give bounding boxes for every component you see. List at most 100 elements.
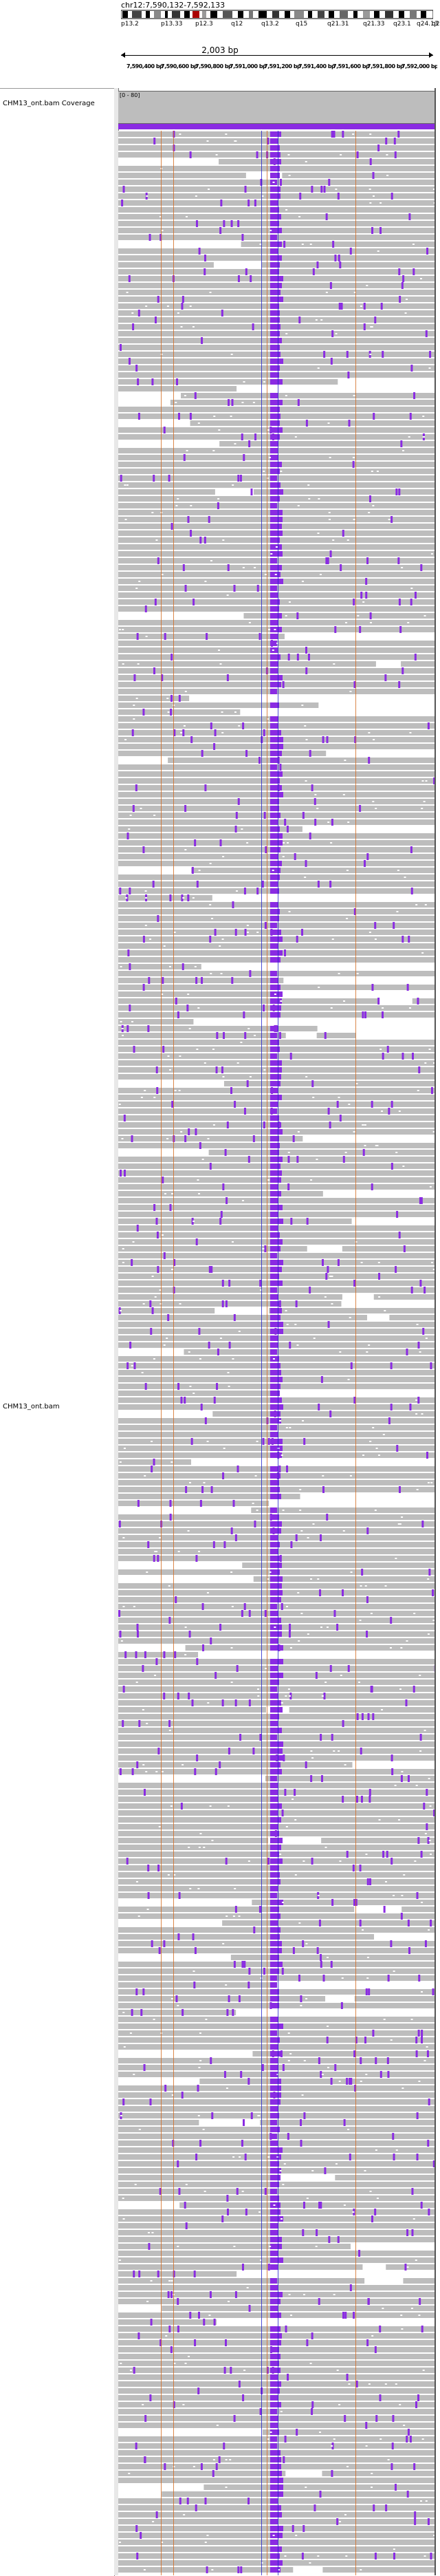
insertion-mark <box>270 530 283 536</box>
insertion-mark <box>169 1204 171 1211</box>
deletion-mark <box>169 1069 171 1071</box>
deletion-mark <box>337 2370 339 2371</box>
deletion-mark <box>368 1344 370 1346</box>
insertion-mark <box>402 275 404 282</box>
insertion-mark <box>135 2525 138 2532</box>
insertion-mark <box>341 303 343 310</box>
insertion-mark <box>371 1686 373 1693</box>
deletion-mark <box>166 1138 168 1139</box>
insertion-mark <box>357 1713 359 1720</box>
deletion-mark <box>177 498 179 500</box>
insertion-mark <box>121 200 123 206</box>
insertion-mark <box>270 634 278 639</box>
insertion-mark <box>370 158 372 165</box>
insertion-mark <box>272 433 274 440</box>
insertion-mark <box>270 1962 283 1967</box>
insertion-mark <box>135 365 138 372</box>
deletion-mark <box>119 2542 121 2543</box>
insertion-mark <box>270 2333 282 2339</box>
insertion-mark <box>239 1995 241 2002</box>
alignment-track-name[interactable]: CHM13_ont.bam <box>3 1403 60 1410</box>
insertion-mark <box>419 1280 421 1287</box>
deletion-mark <box>300 2005 302 2006</box>
insertion-mark <box>270 758 278 763</box>
deletion-mark <box>154 1551 156 1552</box>
coverage-track[interactable]: [0 - 80] <box>118 91 434 124</box>
insertion-mark <box>149 1300 151 1307</box>
insertion-mark <box>270 2085 281 2091</box>
insertion-mark <box>320 1954 322 1961</box>
deletion-mark <box>385 2383 387 2385</box>
deletion-mark <box>233 1915 235 1917</box>
insertion-mark <box>270 186 280 192</box>
insertion-mark <box>270 1728 282 1733</box>
insertion-mark <box>301 929 303 936</box>
read <box>118 991 279 997</box>
insertion-mark <box>271 640 273 647</box>
deletion-mark <box>250 1076 252 1077</box>
insertion-mark <box>270 751 282 756</box>
coverage-range-label: [0 - 80] <box>120 92 140 98</box>
insertion-mark <box>270 2237 282 2242</box>
insertion-mark <box>245 929 247 936</box>
insertion-mark <box>222 1699 224 1706</box>
insertion-mark <box>142 1988 144 1995</box>
insertion-mark <box>430 2553 432 2559</box>
deletion-mark <box>326 292 328 293</box>
insertion-mark <box>270 2457 281 2462</box>
insertion-mark <box>270 675 283 680</box>
insertion-mark <box>129 358 131 365</box>
insertion-mark <box>263 1005 265 1011</box>
deletion-mark <box>204 581 206 582</box>
insertion-mark <box>331 2470 333 2477</box>
chromosome-ideogram[interactable] <box>121 10 433 19</box>
read <box>162 2306 434 2311</box>
insertion-mark <box>363 1149 365 1156</box>
insertion-mark <box>197 2085 199 2092</box>
coverage-track-name[interactable]: CHM13_ont.bam Coverage <box>3 100 95 107</box>
read <box>204 2484 434 2490</box>
deletion-mark <box>339 1860 341 1862</box>
deletion-mark <box>310 2363 312 2364</box>
deletion-mark <box>367 1957 369 1958</box>
deletion-mark <box>373 195 375 197</box>
deletion-mark <box>297 1344 299 1346</box>
insertion-mark <box>296 1156 298 1163</box>
deletion-mark <box>344 2204 346 2206</box>
insertion-mark <box>270 2498 278 2504</box>
insertion-mark <box>270 324 280 330</box>
deletion-mark <box>307 2198 309 2199</box>
insertion-mark <box>179 2498 182 2504</box>
deletion-mark <box>430 1805 432 1807</box>
deletion-mark <box>285 1695 287 1697</box>
insertion-mark <box>368 1988 370 1995</box>
insertion-mark <box>249 1699 251 1706</box>
deletion-mark <box>122 1028 124 1029</box>
deletion-mark <box>407 2266 409 2268</box>
insertion-mark <box>196 1658 198 1665</box>
deletion-mark <box>396 911 398 912</box>
insertion-mark <box>270 1342 278 1348</box>
insertion-mark <box>124 1170 126 1177</box>
insertion-mark <box>241 2140 243 2147</box>
deletion-mark <box>399 2404 401 2405</box>
deletion-mark <box>199 1847 201 1848</box>
deletion-mark <box>378 1455 380 1456</box>
insertion-mark <box>191 1438 193 1445</box>
alignment-track[interactable] <box>118 131 434 2575</box>
deletion-mark <box>401 1771 403 1772</box>
insertion-mark <box>270 744 283 749</box>
read-pileup[interactable] <box>118 131 434 2575</box>
insertion-mark <box>201 2463 203 2470</box>
insertion-mark <box>222 1280 224 1287</box>
insertion-mark <box>417 1397 419 1404</box>
insertion-mark <box>367 1878 369 1885</box>
insertion-mark <box>399 599 401 605</box>
deletion-mark <box>190 305 192 307</box>
insertion-mark <box>340 1115 342 1121</box>
insertion-mark <box>338 2236 340 2243</box>
deletion-mark <box>222 856 224 857</box>
insertion-mark <box>270 2175 280 2180</box>
deletion-mark <box>226 2459 228 2460</box>
